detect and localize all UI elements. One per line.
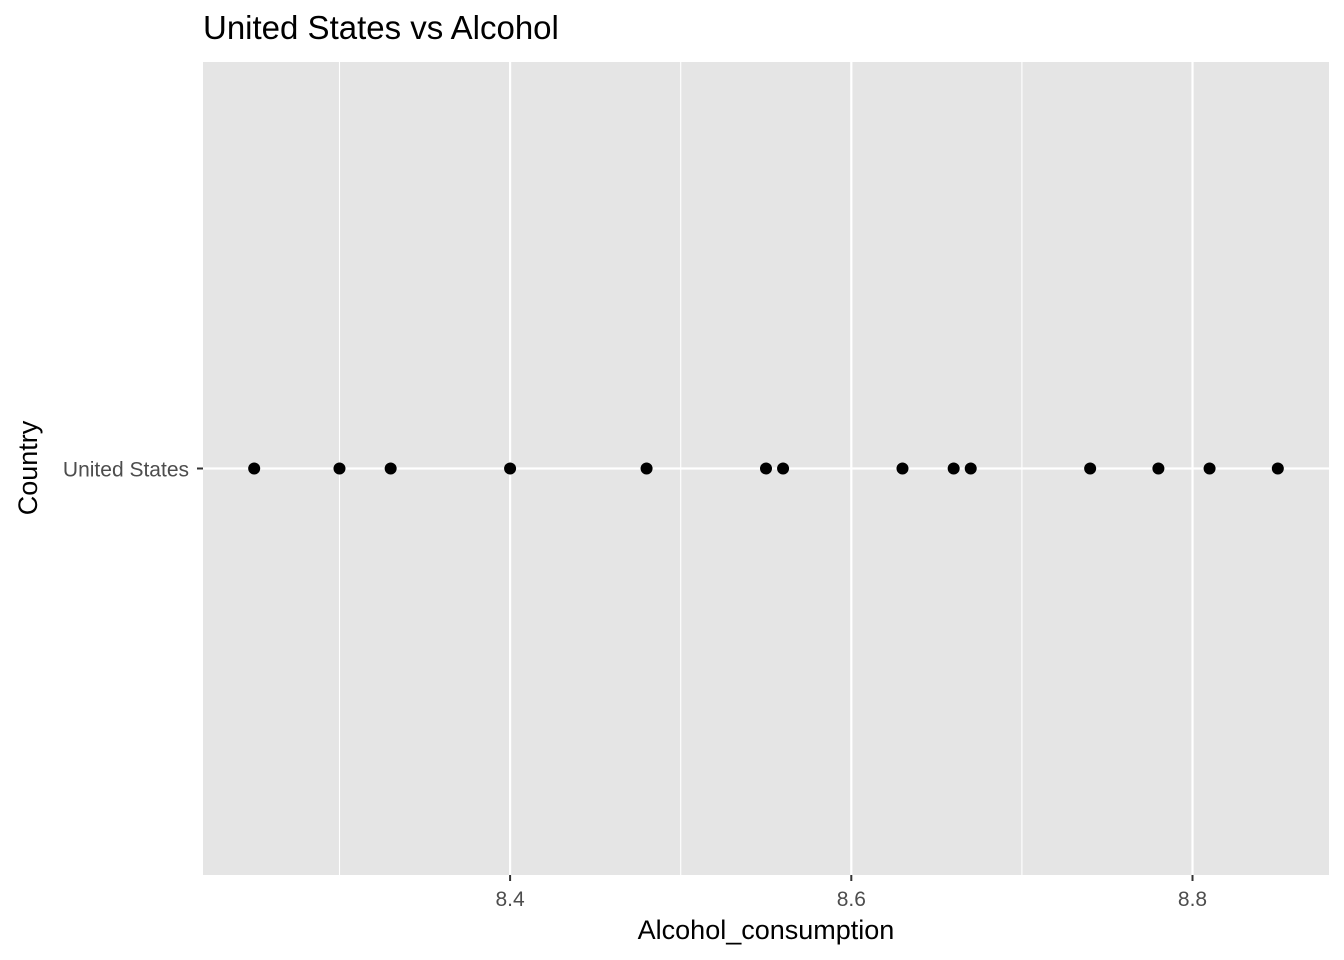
- y-axis-title: Country: [13, 420, 43, 515]
- data-point: [947, 462, 960, 475]
- x-tick-label: 8.4: [495, 888, 525, 911]
- data-point: [333, 462, 346, 475]
- data-points: [248, 462, 1284, 475]
- x-tick-label: 8.6: [837, 888, 866, 911]
- y-axis-ticks: United States: [63, 459, 203, 482]
- data-point: [1152, 462, 1165, 475]
- data-point: [640, 462, 653, 475]
- data-point: [1271, 462, 1284, 475]
- data-point: [248, 462, 261, 475]
- data-point: [1203, 462, 1216, 475]
- x-axis-title: Alcohol_consumption: [638, 915, 895, 945]
- data-point: [384, 462, 397, 475]
- x-axis-ticks: 8.4 8.6 8.8: [495, 875, 1207, 911]
- x-tick-label: 8.8: [1178, 888, 1207, 911]
- y-tick-label: United States: [63, 459, 189, 482]
- data-point: [964, 462, 977, 475]
- data-point: [760, 462, 772, 475]
- data-point: [777, 462, 790, 475]
- data-point: [504, 462, 517, 475]
- data-point: [1084, 462, 1097, 475]
- data-point: [896, 462, 909, 475]
- chart-title: United States vs Alcohol: [203, 9, 559, 46]
